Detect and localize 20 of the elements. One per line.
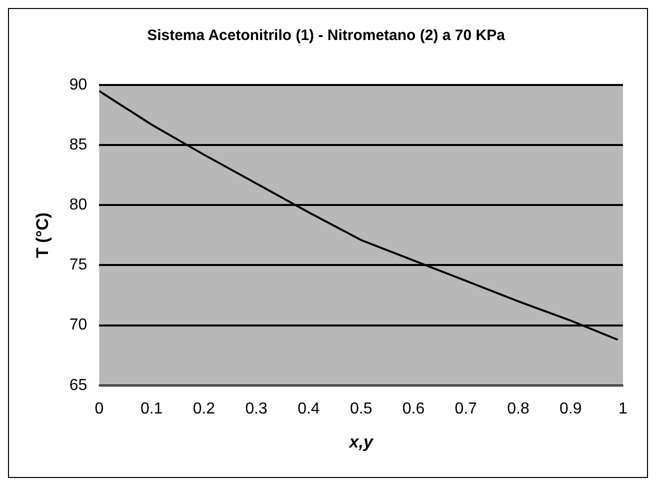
x-tick-label: 0.8 (507, 400, 530, 418)
y-axis-title: T (°C) (32, 212, 52, 258)
x-tick-label: 0.4 (298, 400, 320, 418)
x-tick-label: 0.1 (140, 400, 163, 418)
x-tick-label: 0.6 (402, 400, 425, 418)
x-tick-label: 0.5 (350, 400, 372, 418)
y-tick-label: 90 (69, 76, 88, 94)
x-tick-label: 0.9 (559, 400, 582, 418)
y-tick-label: 70 (69, 316, 88, 334)
x-tick-label: 1 (618, 400, 628, 418)
y-tick-label: 75 (69, 256, 88, 274)
y-tick-label: 65 (69, 376, 88, 394)
y-tick-label: 85 (69, 136, 88, 154)
chart-title: Sistema Acetonitrilo (1) - Nitrometano (2) a 70 KPa (147, 27, 506, 44)
y-tick-label: 80 (69, 196, 88, 214)
x-tick-label: 0.2 (192, 400, 216, 418)
x-tick-label: 0.7 (454, 400, 478, 418)
x-axis-title: x,y (348, 432, 374, 452)
x-tick-label: 0.3 (245, 400, 268, 418)
x-tick-label: 0 (94, 400, 104, 418)
